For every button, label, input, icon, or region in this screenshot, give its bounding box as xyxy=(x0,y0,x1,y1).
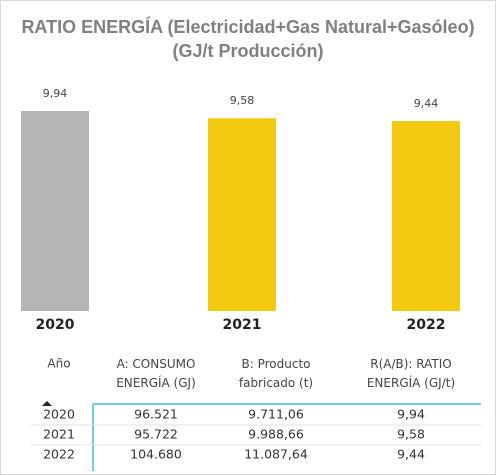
table-cell: 104.680 xyxy=(130,447,182,462)
table-cell: 2021 xyxy=(43,427,75,442)
data-label: 9,44 xyxy=(414,97,439,110)
data-label: 9,94 xyxy=(43,87,68,100)
table-cell: 2022 xyxy=(43,447,75,462)
bar xyxy=(21,111,89,311)
sort-arrow[interactable] xyxy=(42,401,52,406)
table-cell: 9.711,06 xyxy=(248,407,304,422)
table-cell: 11.087,64 xyxy=(244,447,308,462)
column-header: R(A/B): RATIO ENERGÍA (GJ/t) xyxy=(367,357,455,390)
table-cell: 9,94 xyxy=(397,407,425,422)
data-label: 9,58 xyxy=(230,94,255,107)
bar xyxy=(392,121,460,311)
table-cell: 9,44 xyxy=(397,447,425,462)
x-tick-label: 2022 xyxy=(407,317,446,333)
bar xyxy=(208,118,276,311)
column-header: A: CONSUMO ENERGÍA (GJ) xyxy=(116,357,196,390)
x-tick-label: 2020 xyxy=(36,317,75,333)
table-cell: 9.988,66 xyxy=(248,427,304,442)
table-cell: 95.722 xyxy=(134,427,178,442)
table-cell: 2020 xyxy=(43,407,75,422)
column-header: Año xyxy=(47,357,70,371)
x-tick-label: 2021 xyxy=(223,317,262,333)
table-cell: 9,58 xyxy=(397,427,425,442)
chart-title: RATIO ENERGÍA (Electricidad+Gas Natural+… xyxy=(21,17,475,61)
column-header: B: Producto fabricado (t) xyxy=(239,357,313,390)
table-cell: 96.521 xyxy=(134,407,178,422)
